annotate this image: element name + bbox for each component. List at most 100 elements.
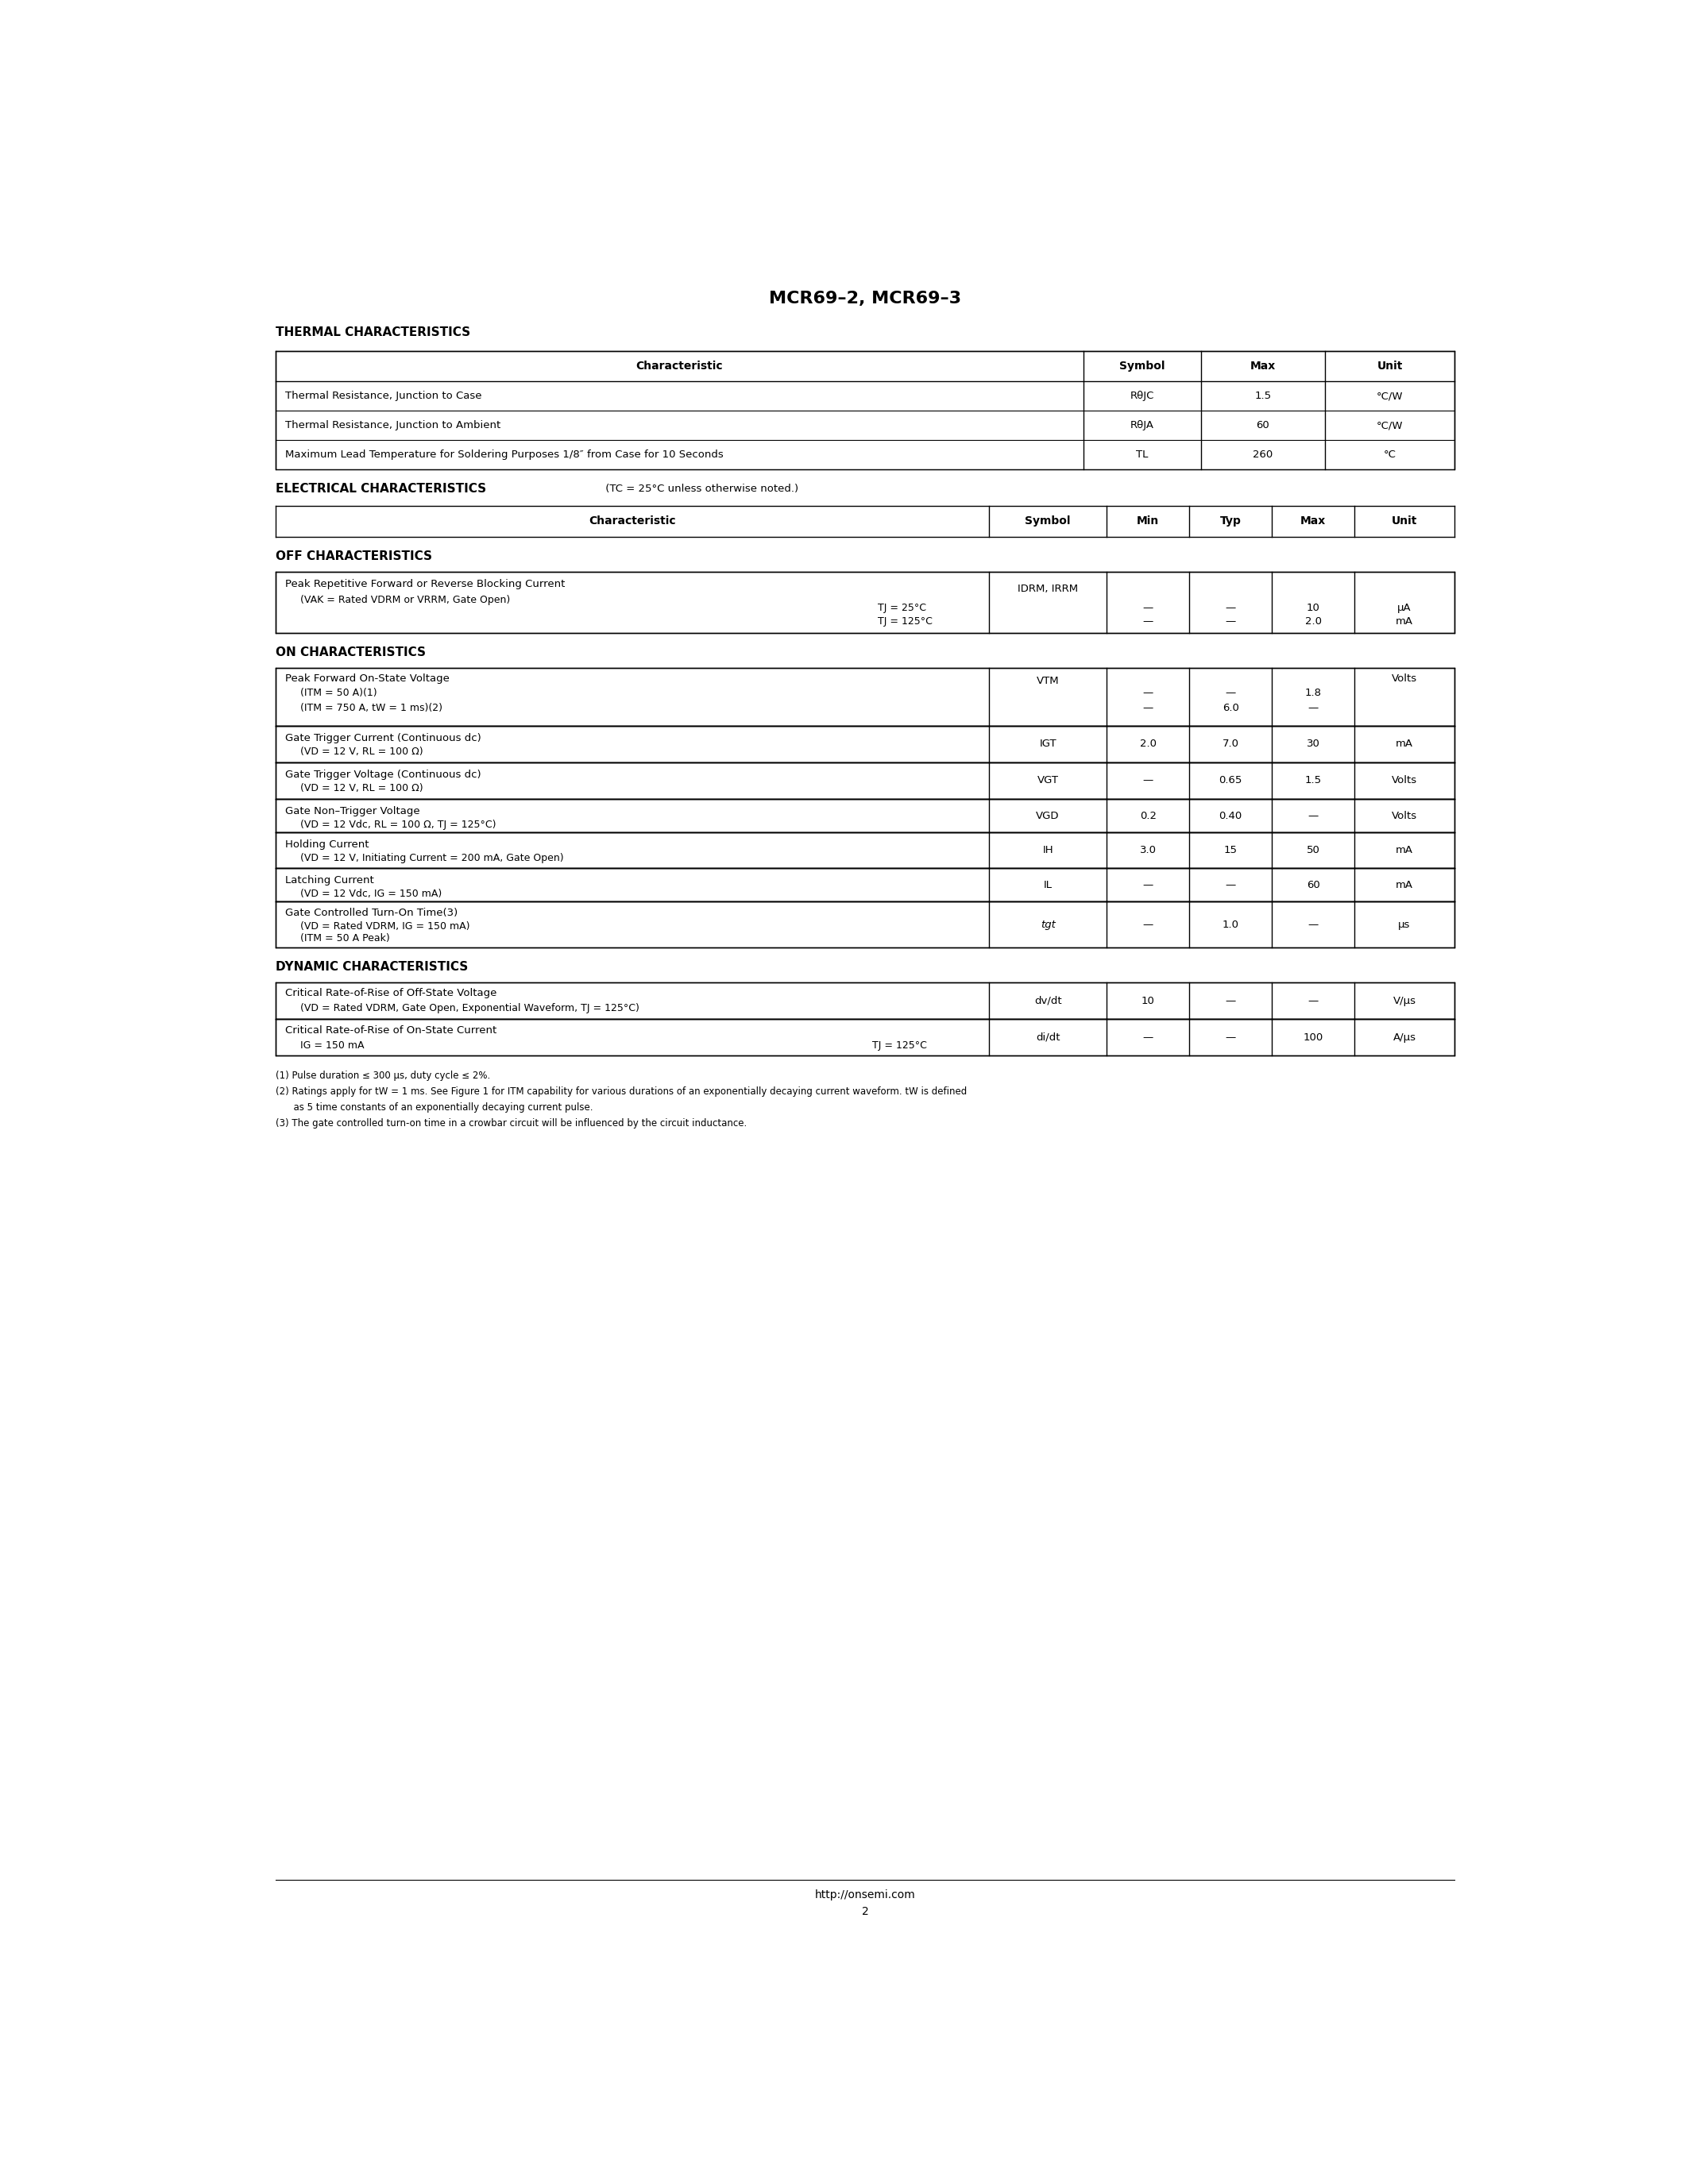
Text: 1.8: 1.8 — [1305, 688, 1322, 699]
Text: RθJC: RθJC — [1129, 391, 1155, 402]
Bar — [275, 1020, 1455, 1055]
Bar — [275, 867, 1455, 902]
Text: 2: 2 — [861, 1907, 869, 1918]
Text: Unit: Unit — [1391, 515, 1418, 526]
Text: IG = 150 mA: IG = 150 mA — [300, 1040, 365, 1051]
Text: Characteristic: Characteristic — [636, 360, 722, 371]
Text: —: — — [1225, 996, 1236, 1007]
Text: —: — — [1143, 703, 1153, 712]
Text: 2.0: 2.0 — [1305, 616, 1322, 627]
Text: (VD = 12 Vdc, RL = 100 Ω, TJ = 125°C): (VD = 12 Vdc, RL = 100 Ω, TJ = 125°C) — [300, 819, 496, 830]
Text: —: — — [1308, 919, 1318, 930]
Text: 0.2: 0.2 — [1139, 810, 1156, 821]
Text: 0.40: 0.40 — [1219, 810, 1242, 821]
Text: 15: 15 — [1224, 845, 1237, 856]
Text: THERMAL CHARACTERISTICS: THERMAL CHARACTERISTICS — [275, 325, 471, 339]
Text: 260: 260 — [1252, 450, 1273, 461]
Bar — [275, 762, 1455, 799]
Text: —: — — [1225, 880, 1236, 891]
Text: V/μs: V/μs — [1393, 996, 1416, 1007]
Text: —: — — [1143, 880, 1153, 891]
Text: Holding Current: Holding Current — [285, 839, 368, 850]
Text: Characteristic: Characteristic — [589, 515, 675, 526]
Text: —: — — [1225, 688, 1236, 699]
Text: Volts: Volts — [1391, 810, 1418, 821]
Text: TL: TL — [1136, 450, 1148, 461]
Text: (2) Ratings apply for tW = 1 ms. See Figure 1 for ITM capability for various dur: (2) Ratings apply for tW = 1 ms. See Fig… — [275, 1085, 967, 1096]
Text: —: — — [1143, 603, 1153, 614]
Text: 100: 100 — [1303, 1033, 1323, 1042]
Text: 3.0: 3.0 — [1139, 845, 1156, 856]
Text: (ITM = 750 A, tW = 1 ms)(2): (ITM = 750 A, tW = 1 ms)(2) — [300, 703, 442, 712]
Text: Critical Rate-of-Rise of On-State Current: Critical Rate-of-Rise of On-State Curren… — [285, 1024, 496, 1035]
Text: —: — — [1225, 603, 1236, 614]
Text: (VD = 12 V, Initiating Current = 200 mA, Gate Open): (VD = 12 V, Initiating Current = 200 mA,… — [300, 854, 564, 863]
Text: (ITM = 50 A Peak): (ITM = 50 A Peak) — [300, 933, 390, 943]
Text: °C/W: °C/W — [1376, 391, 1403, 402]
Text: as 5 time constants of an exponentially decaying current pulse.: as 5 time constants of an exponentially … — [275, 1103, 592, 1112]
Text: 1.0: 1.0 — [1222, 919, 1239, 930]
Text: 10: 10 — [1307, 603, 1320, 614]
Text: (ITM = 50 A)(1): (ITM = 50 A)(1) — [300, 688, 376, 699]
Text: Gate Controlled Turn-On Time(3): Gate Controlled Turn-On Time(3) — [285, 909, 457, 917]
Text: Gate Trigger Voltage (Continuous dc): Gate Trigger Voltage (Continuous dc) — [285, 769, 481, 780]
Bar — [275, 902, 1455, 948]
Text: —: — — [1225, 1033, 1236, 1042]
Text: 6.0: 6.0 — [1222, 703, 1239, 712]
Bar — [275, 983, 1455, 1020]
Text: 10: 10 — [1141, 996, 1155, 1007]
Text: °C: °C — [1384, 450, 1396, 461]
Text: (TC = 25°C unless otherwise noted.): (TC = 25°C unless otherwise noted.) — [603, 485, 798, 494]
Text: —: — — [1308, 703, 1318, 712]
Text: Peak Forward On-State Voltage: Peak Forward On-State Voltage — [285, 673, 449, 684]
Text: —: — — [1143, 919, 1153, 930]
Text: Maximum Lead Temperature for Soldering Purposes 1/8″ from Case for 10 Seconds: Maximum Lead Temperature for Soldering P… — [285, 450, 722, 461]
Text: VGD: VGD — [1036, 810, 1060, 821]
Text: 1.5: 1.5 — [1254, 391, 1271, 402]
Text: —: — — [1143, 688, 1153, 699]
Text: 7.0: 7.0 — [1222, 738, 1239, 749]
Text: (3) The gate controlled turn-on time in a crowbar circuit will be influenced by : (3) The gate controlled turn-on time in … — [275, 1118, 746, 1129]
Text: —: — — [1143, 616, 1153, 627]
Text: IH: IH — [1043, 845, 1053, 856]
Text: IL: IL — [1043, 880, 1052, 891]
Text: 50: 50 — [1307, 845, 1320, 856]
Text: Peak Repetitive Forward or Reverse Blocking Current: Peak Repetitive Forward or Reverse Block… — [285, 579, 565, 590]
Text: IDRM, IRRM: IDRM, IRRM — [1018, 583, 1079, 594]
Text: Unit: Unit — [1377, 360, 1403, 371]
Text: °C/W: °C/W — [1376, 419, 1403, 430]
Text: TJ = 25°C: TJ = 25°C — [878, 603, 927, 614]
Text: mA: mA — [1396, 845, 1413, 856]
Text: TJ = 125°C: TJ = 125°C — [873, 1040, 927, 1051]
Text: μs: μs — [1398, 919, 1411, 930]
Text: 2.0: 2.0 — [1139, 738, 1156, 749]
Bar — [275, 352, 1455, 470]
Text: VGT: VGT — [1036, 775, 1058, 786]
Text: 30: 30 — [1307, 738, 1320, 749]
Text: Volts: Volts — [1391, 673, 1418, 684]
Text: MCR69–2, MCR69–3: MCR69–2, MCR69–3 — [770, 290, 960, 306]
Bar — [275, 799, 1455, 832]
Text: (1) Pulse duration ≤ 300 μs, duty cycle ≤ 2%.: (1) Pulse duration ≤ 300 μs, duty cycle … — [275, 1070, 490, 1081]
Text: TJ = 125°C: TJ = 125°C — [878, 616, 933, 627]
Text: 0.65: 0.65 — [1219, 775, 1242, 786]
Text: IGT: IGT — [1040, 738, 1057, 749]
Text: —: — — [1308, 810, 1318, 821]
Text: tgt: tgt — [1040, 919, 1055, 930]
Text: Latching Current: Latching Current — [285, 876, 373, 885]
Text: RθJA: RθJA — [1131, 419, 1155, 430]
Text: Min: Min — [1136, 515, 1160, 526]
Text: dv/dt: dv/dt — [1035, 996, 1062, 1007]
Text: 60: 60 — [1256, 419, 1269, 430]
Text: mA: mA — [1396, 738, 1413, 749]
Text: (VD = Rated VDRM, Gate Open, Exponential Waveform, TJ = 125°C): (VD = Rated VDRM, Gate Open, Exponential… — [300, 1002, 640, 1013]
Text: Symbol: Symbol — [1119, 360, 1165, 371]
Bar — [275, 725, 1455, 762]
Text: Max: Max — [1300, 515, 1325, 526]
Text: —: — — [1308, 996, 1318, 1007]
Text: ELECTRICAL CHARACTERISTICS: ELECTRICAL CHARACTERISTICS — [275, 483, 486, 496]
Text: Max: Max — [1251, 360, 1276, 371]
Text: DYNAMIC CHARACTERISTICS: DYNAMIC CHARACTERISTICS — [275, 961, 468, 974]
Text: ON CHARACTERISTICS: ON CHARACTERISTICS — [275, 646, 425, 657]
Text: http://onsemi.com: http://onsemi.com — [815, 1889, 915, 1900]
